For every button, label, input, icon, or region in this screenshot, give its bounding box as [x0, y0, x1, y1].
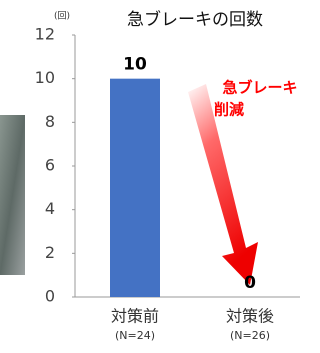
chart-title: 急ブレーキの回数	[127, 9, 263, 30]
photo-fragment	[0, 115, 25, 275]
x-tick-label: 対策後	[226, 307, 274, 326]
y-tick-label: 6	[45, 156, 55, 175]
annotation: 急ブレーキ	[222, 79, 297, 97]
y-tick-label: 4	[45, 199, 55, 218]
chart: 急ブレーキの回数 (回) 急ブレーキ 削減 0 2 4 6 8 10 12 10 対策前 (N=2…	[0, 0, 302, 353]
y-unit: (回)	[54, 11, 70, 22]
x-tick-sublabel: (N=24)	[115, 329, 155, 342]
y-tick-label: 10	[35, 68, 55, 87]
y-tick-label: 2	[45, 243, 55, 262]
x-tick-sublabel: (N=26)	[230, 329, 270, 342]
annotation: 削減	[214, 101, 244, 119]
x-tick-label: 対策前	[111, 307, 159, 326]
data-label: 0	[244, 273, 256, 293]
y-tick-label: 0	[45, 287, 55, 306]
bar	[110, 79, 160, 297]
data-label: 10	[123, 55, 147, 75]
y-tick-label: 12	[35, 25, 55, 44]
y-tick-label: 8	[45, 112, 55, 131]
